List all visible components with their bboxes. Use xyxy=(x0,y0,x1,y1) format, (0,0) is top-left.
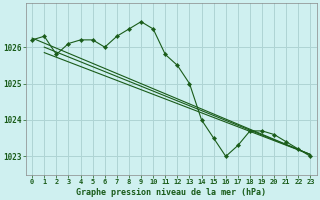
X-axis label: Graphe pression niveau de la mer (hPa): Graphe pression niveau de la mer (hPa) xyxy=(76,188,266,197)
